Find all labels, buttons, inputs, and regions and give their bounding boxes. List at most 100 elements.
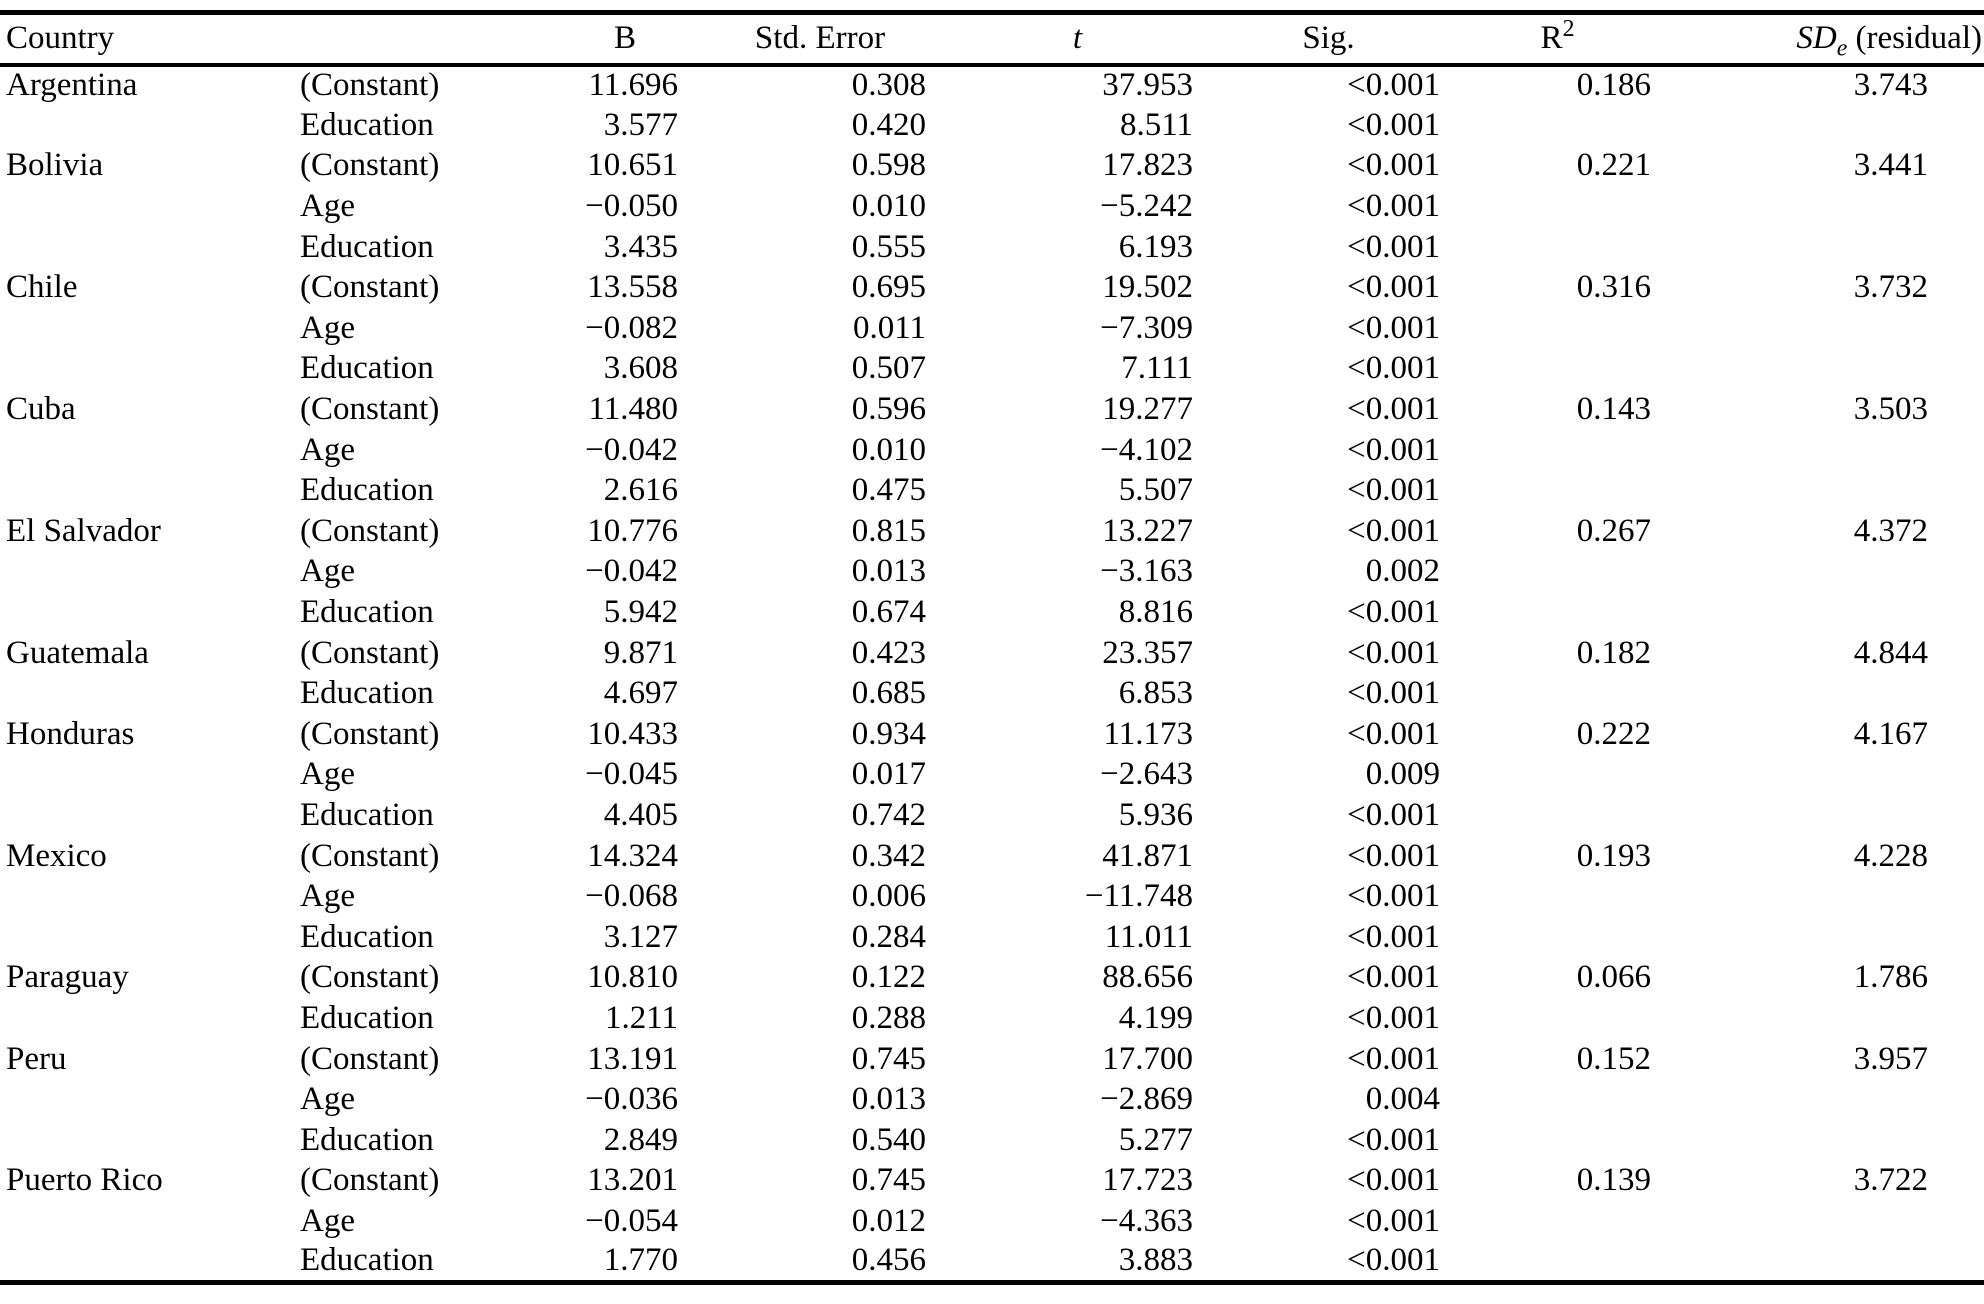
b-value-cell: 9.871 <box>603 634 678 671</box>
r-squared-value-cell: 0.193 <box>1576 837 1651 874</box>
std-error-value-cell: 0.122 <box>851 959 926 996</box>
r-squared-value-cell <box>1452 1201 1663 1242</box>
sde-value-cell: 1.786 <box>1853 959 1928 996</box>
sig-value-cell: <0.001 <box>1347 1242 1440 1279</box>
sig-value-cell: <0.001 <box>1347 675 1440 712</box>
t-value-cell: −3.163 <box>1100 553 1193 590</box>
r-squared-value-cell <box>1452 186 1663 227</box>
sig-value-cell: <0.001 <box>1347 228 1440 265</box>
b-value-cell: 3.577 <box>603 106 678 143</box>
sde-value-cell: 3.732 <box>1853 269 1928 306</box>
std-error-value-cell: 0.685 <box>851 675 926 712</box>
std-error-value-cell: 0.420 <box>851 106 926 143</box>
table-row: Education 4.697 0.685 6.853 <0.001 <box>0 673 1984 714</box>
country-cell <box>0 755 298 796</box>
table-row: Education 5.942 0.674 8.816 <0.001 <box>0 592 1984 633</box>
table-row: El Salvador (Constant) 10.776 0.815 13.227 <0… <box>0 511 1984 552</box>
table-header: Country B Std. Error t Sig. R2 SDe (resi… <box>0 12 1984 67</box>
t-value-cell: 4.199 <box>1118 999 1193 1036</box>
sde-value-cell: 4.372 <box>1853 512 1928 549</box>
r-squared-value-cell <box>1452 430 1663 471</box>
std-error-value-cell: 0.011 <box>852 309 926 346</box>
table-row: Education 1.770 0.456 3.883 <0.001 <box>0 1242 1984 1283</box>
b-value-cell: 10.651 <box>587 147 678 184</box>
sde-subscript: e <box>1836 35 1848 62</box>
country-cell <box>0 227 298 268</box>
t-header-italic: t <box>1072 20 1083 57</box>
std-error-value-cell: 0.596 <box>851 391 926 428</box>
t-value-cell: 37.953 <box>1102 67 1193 104</box>
r-squared-value-cell: 0.221 <box>1576 147 1651 184</box>
country-cell: Cuba <box>6 391 76 428</box>
sde-value-cell: 3.503 <box>1853 391 1928 428</box>
sde-value-cell: 3.441 <box>1853 147 1928 184</box>
t-value-cell: −4.102 <box>1100 431 1193 468</box>
country-cell <box>0 1079 298 1120</box>
country-cell: El Salvador <box>6 512 161 549</box>
sde-value-cell <box>1663 1120 1984 1161</box>
t-value-cell: 5.936 <box>1118 796 1193 833</box>
predictor-cell: (Constant) <box>300 1040 440 1077</box>
b-value-cell: −0.050 <box>585 188 678 225</box>
sig-value-cell: <0.001 <box>1347 715 1440 752</box>
sde-value-cell: 3.743 <box>1853 67 1928 104</box>
sde-value-cell: 4.844 <box>1853 634 1928 671</box>
table-row: Age −0.045 0.017 −2.643 0.009 <box>0 755 1984 796</box>
sig-value-cell: <0.001 <box>1347 512 1440 549</box>
table-row: Guatemala (Constant) 9.871 0.423 23.357 <0.00… <box>0 633 1984 674</box>
predictor-cell: (Constant) <box>300 715 440 752</box>
t-value-cell: 8.511 <box>1119 106 1193 143</box>
table-row: Chile (Constant) 13.558 0.695 19.502 <0.001 0.… <box>0 267 1984 308</box>
country-cell: Bolivia <box>6 147 104 184</box>
t-value-cell: 19.277 <box>1102 391 1193 428</box>
sde-value-cell: 4.167 <box>1853 715 1928 752</box>
sig-value-cell: <0.001 <box>1347 309 1440 346</box>
sde-value-cell <box>1663 227 1984 268</box>
sig-value-cell: <0.001 <box>1347 1121 1440 1158</box>
country-cell <box>0 552 298 593</box>
predictor-cell: Education <box>300 472 434 509</box>
std-error-value-cell: 0.010 <box>851 431 926 468</box>
sig-value-cell: <0.001 <box>1347 188 1440 225</box>
b-value-cell: 11.480 <box>588 391 678 428</box>
r-squared-value-cell <box>1452 349 1663 390</box>
std-error-value-cell: 0.507 <box>851 350 926 387</box>
sde-value-cell <box>1663 917 1984 958</box>
sde-value-cell: 3.722 <box>1853 1162 1928 1199</box>
sig-value-cell: <0.001 <box>1347 918 1440 955</box>
t-value-cell: 88.656 <box>1102 959 1193 996</box>
r-squared-value-cell <box>1452 755 1663 796</box>
predictor-cell: (Constant) <box>300 67 440 104</box>
sig-value-cell: <0.001 <box>1347 1040 1440 1077</box>
country-cell: Puerto Rico <box>6 1162 163 1199</box>
t-value-cell: 17.723 <box>1102 1162 1193 1199</box>
r-squared-value-cell <box>1452 1242 1663 1283</box>
t-value-cell: 6.193 <box>1118 228 1193 265</box>
b-value-cell: −0.042 <box>585 431 678 468</box>
r-squared-value-cell <box>1452 795 1663 836</box>
sig-value-cell: <0.001 <box>1347 147 1440 184</box>
std-error-value-cell: 0.017 <box>851 756 926 793</box>
std-error-value-cell: 0.010 <box>851 188 926 225</box>
t-value-cell: 7.111 <box>1121 350 1193 387</box>
t-value-cell: 6.853 <box>1118 675 1193 712</box>
r-squared-value-cell <box>1452 1079 1663 1120</box>
std-error-value-cell: 0.598 <box>851 147 926 184</box>
country-cell <box>0 1201 298 1242</box>
std-error-value-cell: 0.013 <box>851 1081 926 1118</box>
table-row: Age −0.050 0.010 −5.242 <0.001 <box>0 186 1984 227</box>
b-value-cell: 1.770 <box>603 1242 678 1279</box>
b-value-cell: 4.697 <box>603 675 678 712</box>
country-cell <box>0 105 298 146</box>
sig-value-cell: <0.001 <box>1347 431 1440 468</box>
r-squared-value-cell <box>1452 592 1663 633</box>
country-cell <box>0 998 298 1039</box>
predictor-cell: Age <box>300 878 355 915</box>
r-squared-base: R <box>1540 20 1563 57</box>
country-cell <box>0 876 298 917</box>
predictor-cell: Age <box>300 1081 355 1118</box>
std-error-value-cell: 0.006 <box>851 878 926 915</box>
r-squared-value-cell <box>1452 105 1663 146</box>
r-squared-header: R2 <box>1452 12 1663 67</box>
std-error-value-cell: 0.012 <box>851 1202 926 1239</box>
